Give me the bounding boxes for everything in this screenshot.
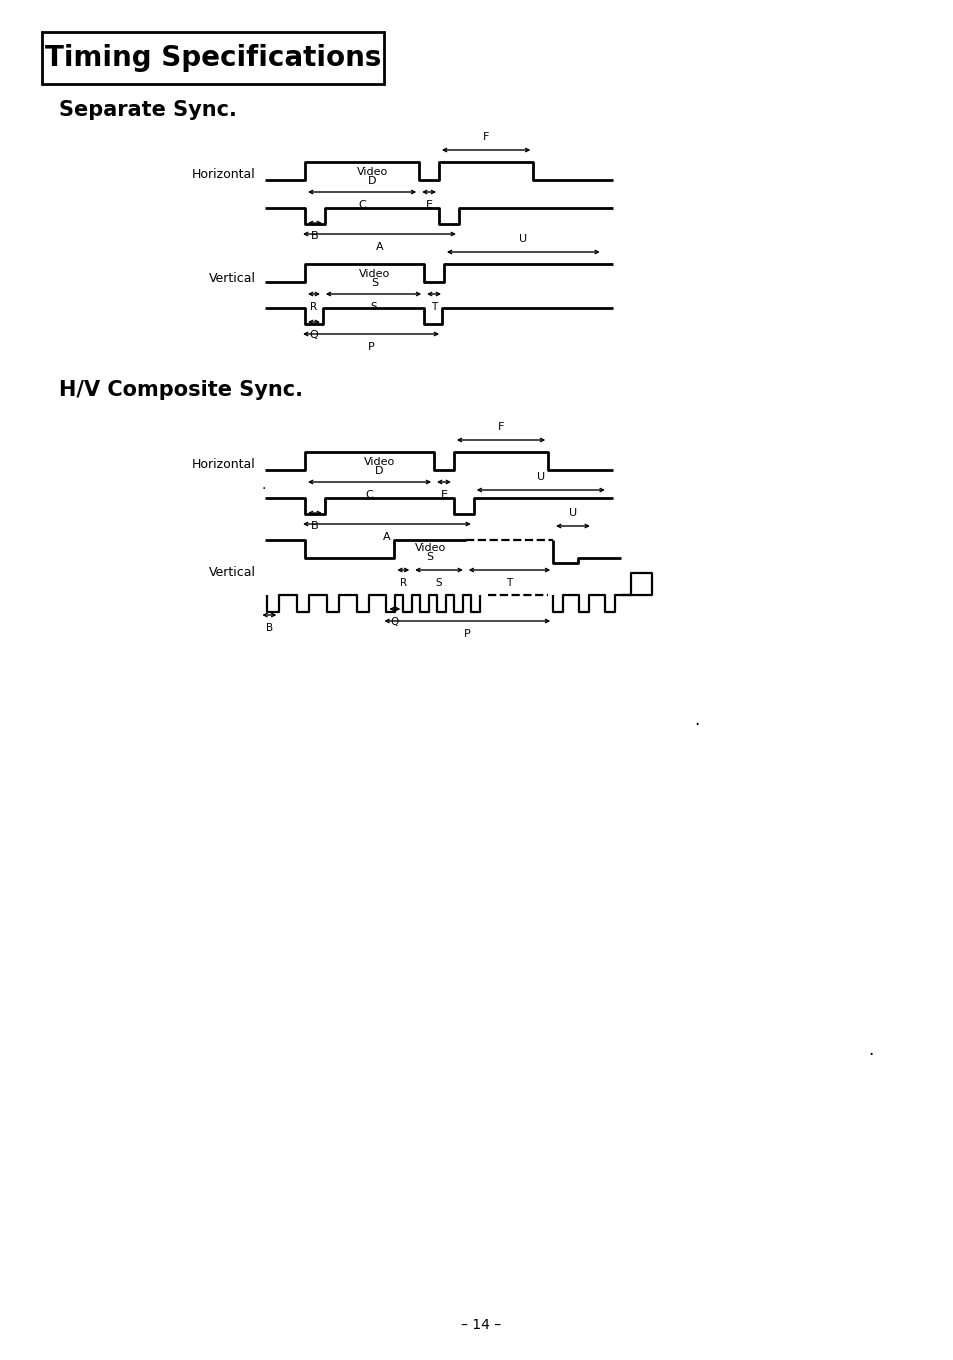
FancyBboxPatch shape (42, 33, 384, 84)
Text: Q: Q (310, 330, 318, 340)
Text: B: B (311, 231, 318, 241)
Text: U: U (537, 472, 544, 481)
Text: Horizontal: Horizontal (192, 169, 255, 181)
Text: – 14 –: – 14 – (460, 1318, 500, 1331)
Text: R: R (310, 302, 317, 311)
Text: C: C (365, 490, 373, 500)
Text: Video: Video (358, 269, 390, 279)
Text: B: B (266, 623, 273, 632)
Text: U: U (568, 509, 577, 518)
Text: .: . (694, 711, 699, 729)
Text: S: S (371, 277, 377, 288)
Text: P: P (367, 341, 374, 352)
Text: Separate Sync.: Separate Sync. (59, 101, 236, 120)
Text: P: P (463, 628, 470, 639)
Text: T: T (506, 578, 512, 588)
Text: .: . (261, 477, 265, 492)
Text: S: S (436, 578, 442, 588)
Text: Q: Q (391, 617, 398, 627)
Text: B: B (311, 521, 318, 530)
Text: U: U (518, 234, 527, 243)
Text: A: A (375, 242, 383, 252)
Text: A: A (383, 532, 391, 543)
Text: S: S (426, 552, 434, 562)
Text: .: . (867, 1040, 872, 1059)
Text: Vertical: Vertical (208, 566, 255, 578)
Text: Video: Video (363, 457, 395, 466)
Text: E: E (440, 490, 447, 500)
Text: F: F (482, 132, 489, 141)
Text: Horizontal: Horizontal (192, 458, 255, 472)
Text: D: D (375, 466, 383, 476)
Text: S: S (370, 302, 376, 311)
Text: Vertical: Vertical (208, 272, 255, 284)
Text: C: C (358, 200, 366, 209)
Text: D: D (368, 175, 375, 186)
Text: E: E (425, 200, 432, 209)
Text: Timing Specifications: Timing Specifications (45, 44, 381, 72)
Text: F: F (497, 422, 504, 432)
Text: R: R (399, 578, 406, 588)
Text: Video: Video (356, 167, 387, 177)
Text: T: T (431, 302, 436, 311)
Text: Video: Video (414, 543, 445, 554)
Text: H/V Composite Sync.: H/V Composite Sync. (59, 379, 303, 400)
